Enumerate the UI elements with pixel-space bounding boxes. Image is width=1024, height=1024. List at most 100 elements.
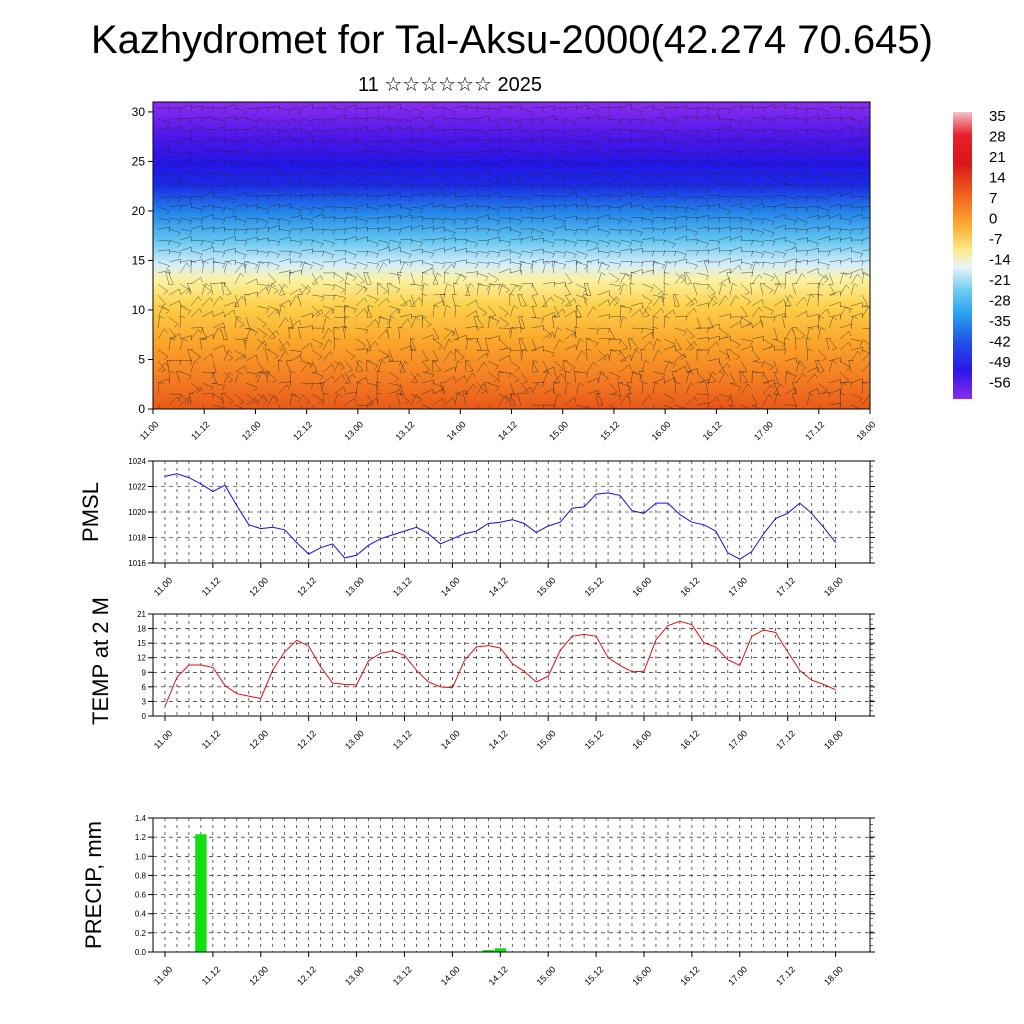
- y-tick-label: 1020: [128, 508, 146, 517]
- x-tick-label: 17.00: [726, 728, 749, 751]
- x-tick-label: 11.12: [200, 964, 223, 987]
- y-tick-label: 1016: [128, 559, 146, 568]
- colorbar-labels: 35 28 21 14 7 0 -7 -14 -21 -28 -35 -42 -49 -56: [989, 108, 1011, 392]
- x-tick-label: 15.00: [535, 575, 558, 598]
- x-tick-label: 12.00: [247, 964, 270, 987]
- y-tick-label: 1.0: [135, 852, 147, 861]
- y-tick-label: 1022: [128, 483, 146, 492]
- x-tick-label: 17.12: [774, 728, 797, 751]
- x-tick-label: 16.00: [630, 728, 653, 751]
- y-tick-label: 20: [132, 204, 146, 218]
- x-tick-label: 12.00: [247, 575, 270, 598]
- page-subtitle: 11 ☆☆☆☆☆☆ 2025: [358, 74, 542, 96]
- x-tick-label: 14.00: [439, 575, 462, 598]
- y-tick-label: 10: [132, 303, 146, 317]
- y-tick-label: 0.8: [135, 871, 147, 880]
- x-tick-label: 15.12: [582, 964, 605, 987]
- colorbar-tick-label: 35: [989, 108, 1006, 125]
- y-tick-label: 0.4: [135, 910, 147, 919]
- x-tick-label: 12.12: [295, 964, 318, 987]
- x-tick-label: 11.00: [152, 728, 175, 751]
- colorbar-tick-label: -14: [989, 252, 1011, 269]
- temp-series-line: [164, 620, 836, 707]
- x-tick-label: 12.12: [295, 575, 318, 598]
- x-tick-label: 18.00: [822, 575, 845, 598]
- x-tick-label: 17.12: [774, 575, 797, 598]
- colorbar-scale: [953, 112, 972, 399]
- precip-bar: [195, 834, 207, 952]
- y-tick-label: 1.2: [135, 833, 147, 842]
- x-tick-label: 13.12: [393, 419, 416, 442]
- colorbar-tick-label: 7: [989, 190, 997, 207]
- colorbar-tick-label: 21: [989, 149, 1006, 166]
- x-tick-label: 11.12: [200, 575, 223, 598]
- y-tick-label: 0.2: [135, 929, 147, 938]
- x-tick-label: 12.12: [295, 728, 318, 751]
- page-title: Kazhydromet for Tal-Aksu-2000(42.274 70.…: [91, 18, 933, 62]
- colorbar-tick-label: -49: [989, 354, 1011, 371]
- x-tick-label: 11.00: [152, 964, 175, 987]
- y-tick-label: 15: [137, 639, 146, 648]
- y-tick-label: 0.6: [135, 891, 147, 900]
- x-tick-label: 14.00: [439, 728, 462, 751]
- colorbar: 35 28 21 14 7 0 -7 -14 -21 -28 -35 -42 -49 -56: [953, 108, 1011, 399]
- colorbar-tick-label: 28: [989, 129, 1006, 146]
- pmsl-grid: [152, 460, 870, 564]
- pmsl-y-axis: 1016 1018 1020 1022 1024: [128, 457, 875, 568]
- x-tick-label: 17.00: [752, 419, 775, 442]
- y-tick-label: 0.0: [135, 948, 147, 957]
- y-tick-label: 15: [132, 253, 146, 267]
- x-tick-label: 13.12: [391, 964, 414, 987]
- precip-y-axis: 0.0 0.2 0.4 0.6 0.8 1.0 1.2 1.4: [135, 814, 875, 957]
- x-tick-label: 18.00: [822, 728, 845, 751]
- x-tick-label: 13.12: [391, 575, 414, 598]
- y-tick-label: 18: [137, 625, 146, 634]
- x-tick-label: 14.12: [496, 419, 519, 442]
- x-tick-label: 14.00: [445, 419, 468, 442]
- y-tick-label: 1024: [128, 457, 146, 466]
- colorbar-tick-label: -42: [989, 334, 1011, 351]
- x-tick-label: 15.00: [547, 419, 570, 442]
- y-tick-label: 1.4: [135, 814, 147, 823]
- x-tick-label: 14.12: [487, 575, 510, 598]
- x-tick-label: 13.00: [343, 728, 366, 751]
- x-tick-label: 18.00: [854, 419, 877, 442]
- colorbar-tick-label: -56: [989, 375, 1011, 392]
- y-tick-label: 0: [142, 712, 147, 721]
- precip-x-axis: 11.00 11.12 12.00 12.12 13.00 13.12 14.00 14.12…: [152, 952, 845, 987]
- cross-section-panel: 0 5 10 15 20 25 30 11.00 11.12 12.00 12.12 13.00 13…: [132, 101, 877, 442]
- x-tick-label: 14.00: [439, 964, 462, 987]
- x-tick-label: 11.12: [200, 728, 223, 751]
- temp-y-axis: 0 3 6 9 12 15 18 21: [137, 610, 875, 721]
- x-tick-label: 17.00: [726, 575, 749, 598]
- precip-bar: [494, 948, 506, 952]
- cross-section-y-axis: 0 5 10 15 20 25 30: [132, 105, 153, 416]
- x-tick-label: 17.00: [726, 964, 749, 987]
- x-tick-label: 13.00: [342, 419, 365, 442]
- y-tick-label: 6: [142, 683, 147, 692]
- colorbar-tick-label: -35: [989, 313, 1011, 330]
- y-tick-label: 25: [132, 154, 146, 168]
- wind-barbs: [157, 104, 870, 409]
- temp-panel: 0 3 6 9 12 15 18 21 11.00 11.12 12.00 12.12 13.00 13…: [88, 597, 875, 751]
- x-tick-label: 16.00: [630, 964, 653, 987]
- x-tick-label: 18.00: [822, 964, 845, 987]
- x-tick-label: 17.12: [774, 964, 797, 987]
- y-tick-label: 5: [138, 352, 145, 366]
- colorbar-tick-label: 0: [989, 211, 997, 228]
- x-tick-label: 16.12: [678, 575, 701, 598]
- pmsl-panel: 1016 1018 1020 1022 1024 11.00 11.12 12.00 12.1…: [78, 457, 875, 598]
- y-tick-label: 21: [137, 610, 146, 619]
- y-tick-label: 0: [138, 402, 145, 416]
- pmsl-series-line: [164, 473, 836, 560]
- colorbar-tick-label: -21: [989, 272, 1011, 289]
- x-tick-label: 12.12: [291, 419, 314, 442]
- temp-axis-label: TEMP at 2 M: [88, 597, 113, 725]
- x-tick-label: 16.12: [678, 728, 701, 751]
- y-tick-label: 12: [137, 654, 146, 663]
- x-tick-label: 16.12: [678, 964, 701, 987]
- x-tick-label: 15.12: [582, 575, 605, 598]
- x-tick-label: 16.00: [650, 419, 673, 442]
- x-tick-label: 16.00: [630, 575, 653, 598]
